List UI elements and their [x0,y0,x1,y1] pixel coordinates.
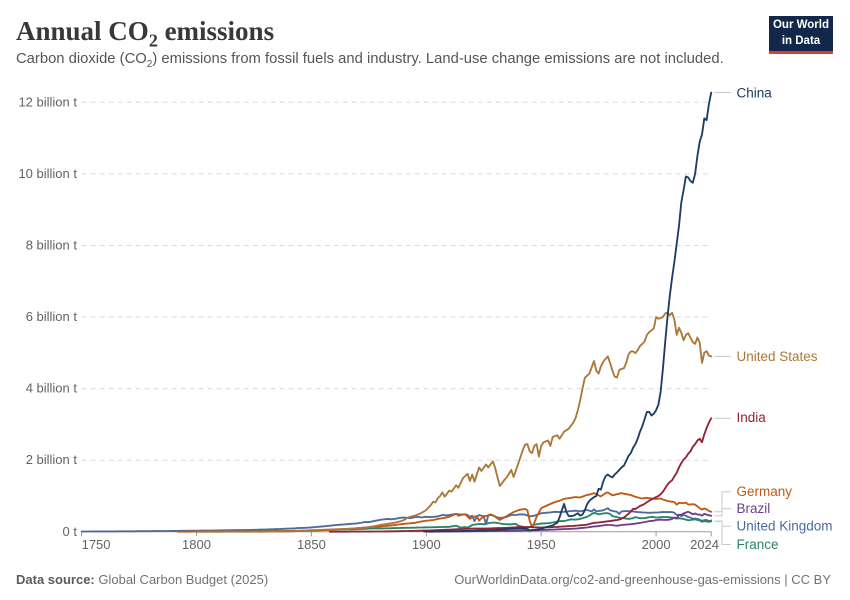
svg-text:12 billion t: 12 billion t [18,94,77,109]
svg-text:0 t: 0 t [63,524,78,539]
svg-text:1750: 1750 [82,537,111,552]
svg-text:Brazil: Brazil [737,501,771,516]
svg-text:1850: 1850 [297,537,326,552]
svg-text:1900: 1900 [412,537,441,552]
svg-text:1950: 1950 [527,537,556,552]
svg-text:China: China [737,85,773,100]
svg-text:8 billion t: 8 billion t [26,238,78,253]
svg-text:10 billion t: 10 billion t [18,166,77,181]
svg-text:India: India [737,410,767,425]
svg-text:Germany: Germany [737,484,793,499]
svg-text:United States: United States [737,349,818,364]
svg-text:2024: 2024 [690,537,719,552]
svg-text:1800: 1800 [182,537,211,552]
svg-text:6 billion t: 6 billion t [26,309,78,324]
svg-text:France: France [737,537,779,552]
svg-text:United Kingdom: United Kingdom [737,519,833,534]
svg-text:4 billion t: 4 billion t [26,381,78,396]
svg-text:2000: 2000 [642,537,671,552]
svg-text:2 billion t: 2 billion t [26,452,78,467]
